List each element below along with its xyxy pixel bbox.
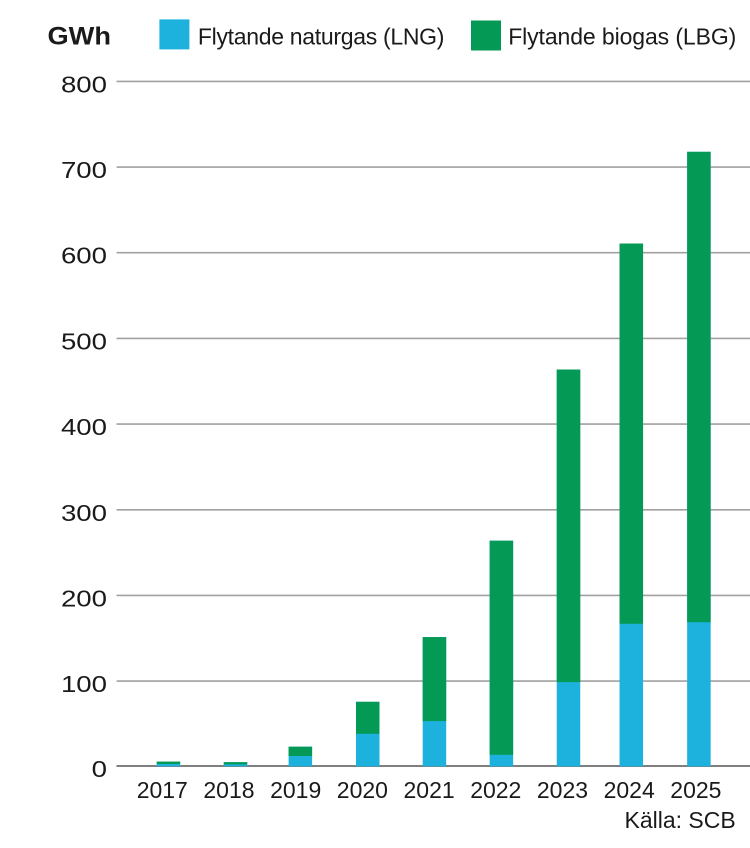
svg-text:100: 100 — [61, 672, 107, 697]
svg-text:2017: 2017 — [137, 777, 188, 803]
svg-text:2019: 2019 — [270, 777, 321, 803]
svg-text:700: 700 — [61, 158, 107, 183]
svg-text:2023: 2023 — [537, 777, 588, 803]
svg-text:2024: 2024 — [604, 777, 655, 803]
svg-text:600: 600 — [61, 244, 107, 269]
svg-text:800: 800 — [61, 72, 107, 97]
svg-text:Källa: SCB: Källa: SCB — [625, 807, 736, 833]
svg-text:400: 400 — [61, 415, 107, 440]
svg-text:2018: 2018 — [203, 777, 254, 803]
svg-text:GWh: GWh — [48, 22, 112, 51]
svg-text:0: 0 — [92, 757, 107, 782]
svg-text:Flytande biogas (LBG): Flytande biogas (LBG) — [508, 23, 736, 49]
svg-text:Flytande naturgas (LNG): Flytande naturgas (LNG) — [198, 23, 444, 49]
svg-text:2020: 2020 — [337, 777, 388, 803]
svg-text:300: 300 — [61, 501, 107, 526]
svg-text:2025: 2025 — [670, 777, 721, 803]
svg-text:500: 500 — [61, 329, 107, 354]
svg-text:2022: 2022 — [470, 777, 521, 803]
svg-text:200: 200 — [61, 586, 107, 611]
svg-text:2021: 2021 — [404, 777, 455, 803]
